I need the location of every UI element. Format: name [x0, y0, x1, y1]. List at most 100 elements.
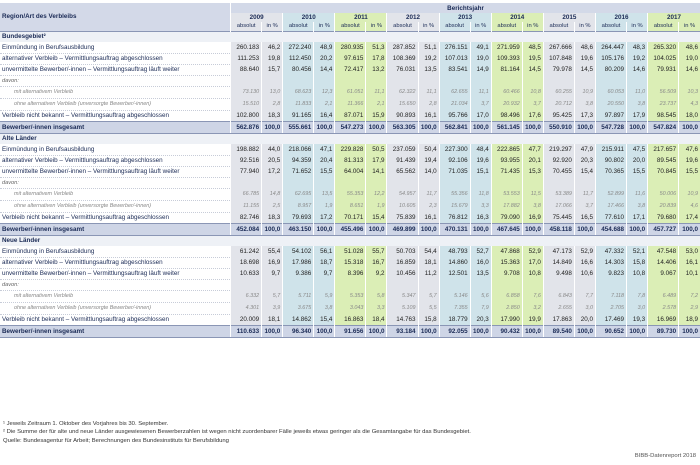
- total-absolut: 110.633: [230, 324, 262, 338]
- cell-absolut: 79.090: [490, 212, 523, 223]
- cell-absolut: [490, 75, 523, 86]
- cell-percent: 19,6: [573, 53, 596, 64]
- total-absolut: 90.652: [594, 324, 627, 338]
- cell-percent: 19,5: [521, 53, 544, 64]
- cell-absolut: 62.322: [386, 86, 419, 98]
- cell-percent: [573, 279, 596, 290]
- cell-percent: 52,9: [521, 246, 544, 257]
- table-row: mit alternativem Verbleib 73.130 13,0 68.62…: [0, 86, 700, 99]
- table-row: unvermittelte Bewerber/-innen – Vermittl…: [0, 268, 700, 280]
- cell-absolut: 47.332: [594, 246, 627, 257]
- cell-percent: 4,3: [678, 98, 700, 110]
- cell-percent: 3,3: [365, 302, 387, 314]
- cell-absolut: [438, 177, 471, 188]
- cell-absolut: 21.034: [438, 98, 471, 110]
- cell-percent: 2,9: [678, 302, 700, 314]
- total-absolut: 562.876: [230, 120, 262, 134]
- total-percent: 100,0: [469, 222, 492, 236]
- cell-percent: 16,5: [573, 212, 596, 223]
- cell-absolut: [282, 75, 314, 86]
- cell-absolut: 17.986: [282, 257, 314, 268]
- cell-absolut: 2.578: [647, 302, 679, 314]
- footnote-1: ¹ Jeweils Zeitraum 1. Oktober des Vorjah…: [3, 421, 169, 427]
- cell-percent: 15,5: [313, 166, 335, 177]
- table-row: mit alternativem Verbleib 66.785 14,8 62.69…: [0, 188, 700, 201]
- cell-absolut: 62.695: [282, 188, 314, 200]
- cell-absolut: 2.655: [542, 302, 575, 314]
- unit-absolut: absolut: [438, 22, 471, 31]
- cell-percent: [521, 75, 544, 86]
- cell-absolut: 79.978: [542, 64, 575, 75]
- cell-absolut: 66.785: [230, 188, 262, 200]
- cell-absolut: 79.693: [282, 212, 314, 223]
- row-label: davon:: [0, 177, 232, 189]
- cell-percent: [521, 177, 544, 188]
- cell-percent: 15,4: [365, 212, 387, 223]
- cell-absolut: 7.355: [438, 302, 471, 314]
- cell-absolut: 12.501: [438, 268, 471, 279]
- row-label: davon:: [0, 75, 232, 87]
- cell-percent: [678, 279, 700, 290]
- table-row: Verbleib nicht bekannt – Vermittlungsauf…: [0, 110, 700, 122]
- cell-percent: 3,7: [469, 98, 492, 110]
- cell-absolut: 198.882: [230, 144, 262, 155]
- cell-absolut: 267.666: [542, 42, 575, 53]
- cell-absolut: 75.839: [386, 212, 419, 223]
- cell-absolut: 15.510: [230, 98, 262, 110]
- cell-absolut: 79.931: [647, 64, 679, 75]
- cell-absolut: 6.843: [542, 290, 575, 302]
- unit-percent: in %: [573, 22, 596, 31]
- cell-percent: 20,5: [261, 155, 283, 166]
- table-row: ohne alternativen Verbleib (unversorgte …: [0, 302, 700, 315]
- cell-absolut: 95.766: [438, 110, 471, 121]
- total-absolut: 547.728: [594, 120, 627, 134]
- cell-absolut: 91.165: [282, 110, 314, 121]
- total-absolut: 563.305: [386, 120, 419, 134]
- cell-percent: 48,6: [573, 42, 596, 53]
- cell-absolut: [647, 75, 679, 86]
- cell-percent: [365, 75, 387, 86]
- cell-percent: 17,2: [261, 166, 283, 177]
- cell-percent: 13,5: [469, 268, 492, 279]
- cell-absolut: 70.365: [594, 166, 627, 177]
- cell-percent: 10,6: [573, 268, 596, 279]
- cell-absolut: 16.969: [647, 314, 679, 325]
- cell-absolut: 17.863: [542, 314, 575, 325]
- cell-absolut: 10.605: [386, 200, 419, 212]
- cell-absolut: 217.657: [647, 144, 679, 155]
- cell-absolut: 8.651: [334, 200, 366, 212]
- cell-percent: 16,9: [261, 257, 283, 268]
- cell-percent: 10,3: [678, 86, 700, 98]
- report-source: BIBB-Datenreport 2018: [634, 453, 696, 459]
- cell-percent: 47,9: [573, 144, 596, 155]
- total-percent: 100,0: [521, 120, 544, 134]
- cell-percent: 14,1: [365, 166, 387, 177]
- total-row: Bewerber/-innen insgesamt 110.633 100,0 96.…: [0, 324, 700, 338]
- row-label: ohne alternativen Verbleib (unversorgte …: [0, 98, 232, 111]
- section-header: Alte Länder: [0, 132, 700, 144]
- cell-absolut: 109.393: [490, 53, 523, 64]
- cell-absolut: 237.059: [386, 144, 419, 155]
- total-percent: 100,0: [573, 324, 596, 338]
- cell-absolut: 16.859: [386, 257, 419, 268]
- cell-percent: 20,4: [313, 155, 335, 166]
- cell-percent: 3,2: [521, 302, 544, 314]
- total-percent: 100,0: [365, 324, 387, 338]
- row-label: Einmündung in Berufsausbildung: [0, 144, 232, 156]
- cell-absolut: 6.489: [647, 290, 679, 302]
- cell-percent: 20,0: [626, 155, 648, 166]
- cell-absolut: [230, 177, 262, 188]
- cell-percent: 47,1: [313, 144, 335, 155]
- cell-percent: 10,8: [626, 268, 648, 279]
- total-absolut: 547.824: [647, 120, 679, 134]
- total-absolut: 470.131: [438, 222, 471, 236]
- cell-absolut: 260.183: [230, 42, 262, 53]
- cell-absolut: 15.363: [490, 257, 523, 268]
- total-absolut: 92.055: [438, 324, 471, 338]
- cell-absolut: 111.253: [230, 53, 262, 64]
- cell-percent: 55,7: [365, 246, 387, 257]
- total-percent: 100,0: [417, 324, 440, 338]
- cell-absolut: 72.417: [334, 64, 366, 75]
- cell-absolut: 50.006: [647, 188, 679, 200]
- cell-percent: 11,6: [626, 188, 648, 200]
